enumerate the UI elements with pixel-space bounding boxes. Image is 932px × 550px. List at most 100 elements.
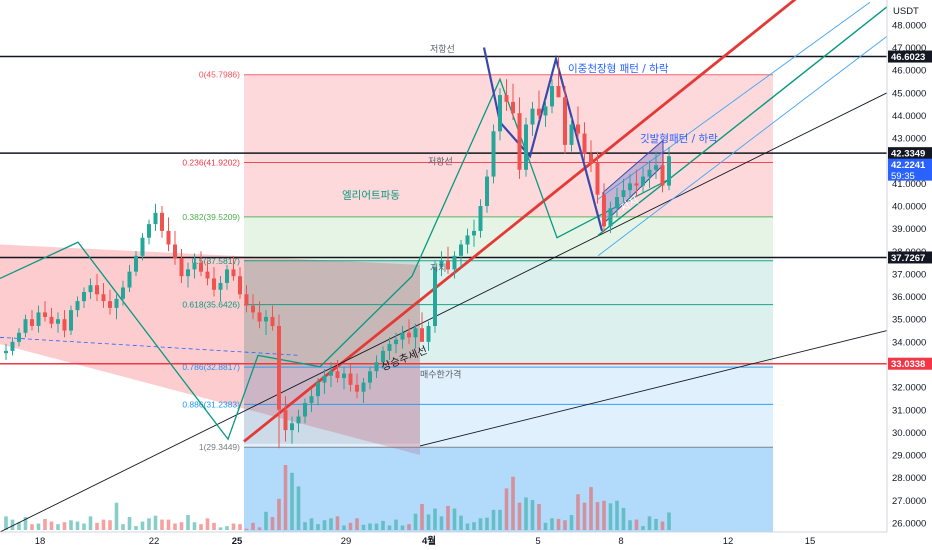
candle-body <box>127 271 132 288</box>
volume-bar <box>166 519 171 530</box>
candle-body <box>342 373 346 379</box>
price-tag-label: 42.2241 <box>891 160 926 171</box>
candle-body <box>316 382 320 397</box>
volume-bar <box>316 524 320 530</box>
candle-body <box>277 325 281 410</box>
volume-bar <box>173 523 177 530</box>
candle-body <box>368 371 372 383</box>
volume-bar <box>10 519 15 530</box>
fib-zone <box>244 304 773 368</box>
price-tag <box>888 158 932 181</box>
candle-body <box>121 287 125 299</box>
candle-body <box>348 373 353 385</box>
candle-body <box>634 183 639 186</box>
candle-body <box>303 402 307 417</box>
volume-bar <box>524 497 528 530</box>
candle-body <box>654 165 658 170</box>
volume-bar <box>88 516 93 530</box>
candle-body <box>205 271 210 279</box>
candle-body <box>569 124 574 145</box>
chart-annotation: 이중천장형 패턴 / 하락 <box>568 62 669 75</box>
candle-body <box>43 312 47 317</box>
volume-bar <box>602 500 606 530</box>
fib-label: 0.618(35.6426) <box>182 300 240 310</box>
candle-body <box>556 86 561 98</box>
candle-body <box>17 332 21 342</box>
candle-body <box>160 212 164 231</box>
fib-label: 1(29.3449) <box>199 442 240 452</box>
volume-bar <box>140 521 145 530</box>
candle-layer <box>4 56 671 449</box>
candle-body <box>433 267 437 326</box>
volume-bar <box>485 517 489 530</box>
x-tick-label: 15 <box>805 536 816 547</box>
volume-bar <box>56 524 60 530</box>
candle-body <box>166 230 171 245</box>
volume-bar <box>4 516 8 530</box>
volume-bar <box>82 523 86 530</box>
candle-body <box>186 269 190 277</box>
candle-body <box>264 316 268 322</box>
x-tick-label: 29 <box>341 536 352 547</box>
candle-body <box>88 285 93 293</box>
candle-body <box>407 332 411 338</box>
uptrend-line <box>0 92 888 533</box>
volume-bar <box>23 517 28 530</box>
volume-bar <box>647 516 652 530</box>
volume-bar <box>283 465 288 530</box>
volume-bar <box>290 472 294 530</box>
volume-bar <box>595 502 600 530</box>
zones-layer <box>0 74 773 532</box>
candle-body <box>452 255 457 270</box>
volume-bar <box>556 518 561 530</box>
volume-bar <box>355 518 359 530</box>
volume-bar <box>634 519 639 530</box>
price-tag <box>888 357 932 370</box>
volume-bar <box>225 526 229 530</box>
volume-bar <box>413 513 418 530</box>
volume-layer <box>4 465 671 530</box>
candle-body <box>69 310 73 331</box>
volume-bar <box>199 524 203 530</box>
y-tick-label: 32.0000 <box>892 383 926 394</box>
volume-bar <box>387 525 392 530</box>
fib-label: 0.236(41.9202) <box>182 158 240 168</box>
candle-body <box>199 262 203 272</box>
green-channel-line <box>597 6 888 236</box>
fib-zone <box>244 74 773 163</box>
currency-label: USDT <box>893 6 919 17</box>
volume-bar <box>641 526 645 530</box>
volume-bar <box>589 487 593 530</box>
candle-body <box>290 423 294 431</box>
candle-body <box>49 316 54 324</box>
volume-bar <box>615 500 619 530</box>
volume-bar <box>49 521 54 530</box>
candle-body <box>101 294 106 302</box>
y-tick-label: 28.0000 <box>892 473 926 484</box>
volume-bar <box>543 522 548 530</box>
y-tick-label: 39.0000 <box>892 224 926 235</box>
candle-body <box>628 183 632 191</box>
volume-bar <box>498 509 502 530</box>
volume-bar <box>186 515 190 530</box>
candle-body <box>218 282 223 290</box>
price-tag <box>888 251 932 264</box>
candle-body <box>56 319 60 324</box>
blue-channel-line <box>597 35 888 257</box>
candle-body <box>309 396 314 403</box>
y-tick-label: 29.0000 <box>892 451 926 462</box>
volume-bar <box>160 519 164 530</box>
volume-bar <box>205 518 210 530</box>
candle-body <box>615 196 619 209</box>
volume-bar <box>374 523 379 530</box>
volume-bar <box>153 515 158 530</box>
price-tag-label: 37.7267 <box>891 253 925 264</box>
price-axis-bg <box>887 0 932 550</box>
volume-bar <box>342 525 346 530</box>
volume-bar <box>69 520 73 530</box>
volume-bar <box>309 518 314 530</box>
volume-bar <box>621 507 626 530</box>
fib-label: 0.886(31.2383) <box>182 399 240 409</box>
